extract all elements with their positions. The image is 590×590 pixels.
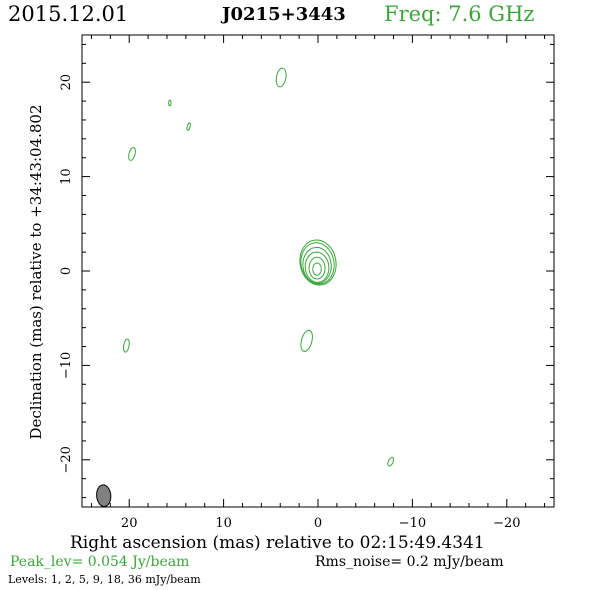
beam-shape	[96, 484, 112, 508]
axis-ticks	[82, 35, 554, 507]
y-tick-label: 20	[59, 74, 74, 91]
contour-lines	[123, 67, 395, 467]
contour-line	[128, 147, 136, 161]
axis-tick-labels: 20 10 0 −10 −20 20 10 0 −10 −20	[59, 74, 521, 531]
contour-line	[300, 329, 313, 352]
beam-ellipse	[96, 484, 112, 508]
plot-frame	[81, 34, 555, 508]
source-name: J0215+3443	[222, 4, 346, 25]
y-axis-label: Declination (mas) relative to +34:43:04.…	[27, 104, 45, 439]
x-tick-label: 20	[121, 516, 138, 531]
y-tick-label: −10	[59, 352, 74, 379]
x-tick-label: −10	[399, 516, 426, 531]
contour-line	[299, 239, 337, 286]
y-tick-label: 0	[59, 267, 74, 275]
observation-date: 2015.12.01	[8, 2, 129, 26]
contour-levels: Levels: 1, 2, 5, 9, 18, 36 mJy/beam	[8, 573, 201, 586]
contour-line	[387, 456, 395, 467]
contour-line	[275, 67, 287, 88]
x-tick-label: 0	[314, 516, 322, 531]
x-tick-label: −20	[493, 516, 520, 531]
rms-noise: Rms_noise= 0.2 mJy/beam	[315, 554, 504, 570]
x-tick-label: 10	[215, 516, 232, 531]
contour-line	[308, 256, 326, 280]
peak-level: Peak_lev= 0.054 Jy/beam	[10, 554, 190, 570]
y-tick-label: −20	[59, 446, 74, 473]
contour-line	[312, 262, 322, 276]
y-tick-label: 10	[59, 168, 74, 185]
contour-line	[168, 99, 172, 107]
contour-line	[300, 242, 335, 285]
x-axis-label: Right ascension (mas) relative to 02:15:…	[70, 533, 485, 553]
contour-line	[186, 122, 191, 131]
contour-line	[304, 251, 330, 283]
frequency-label: Freq: 7.6 GHz	[384, 2, 535, 26]
contour-line	[302, 246, 332, 284]
contour-line	[123, 338, 130, 353]
